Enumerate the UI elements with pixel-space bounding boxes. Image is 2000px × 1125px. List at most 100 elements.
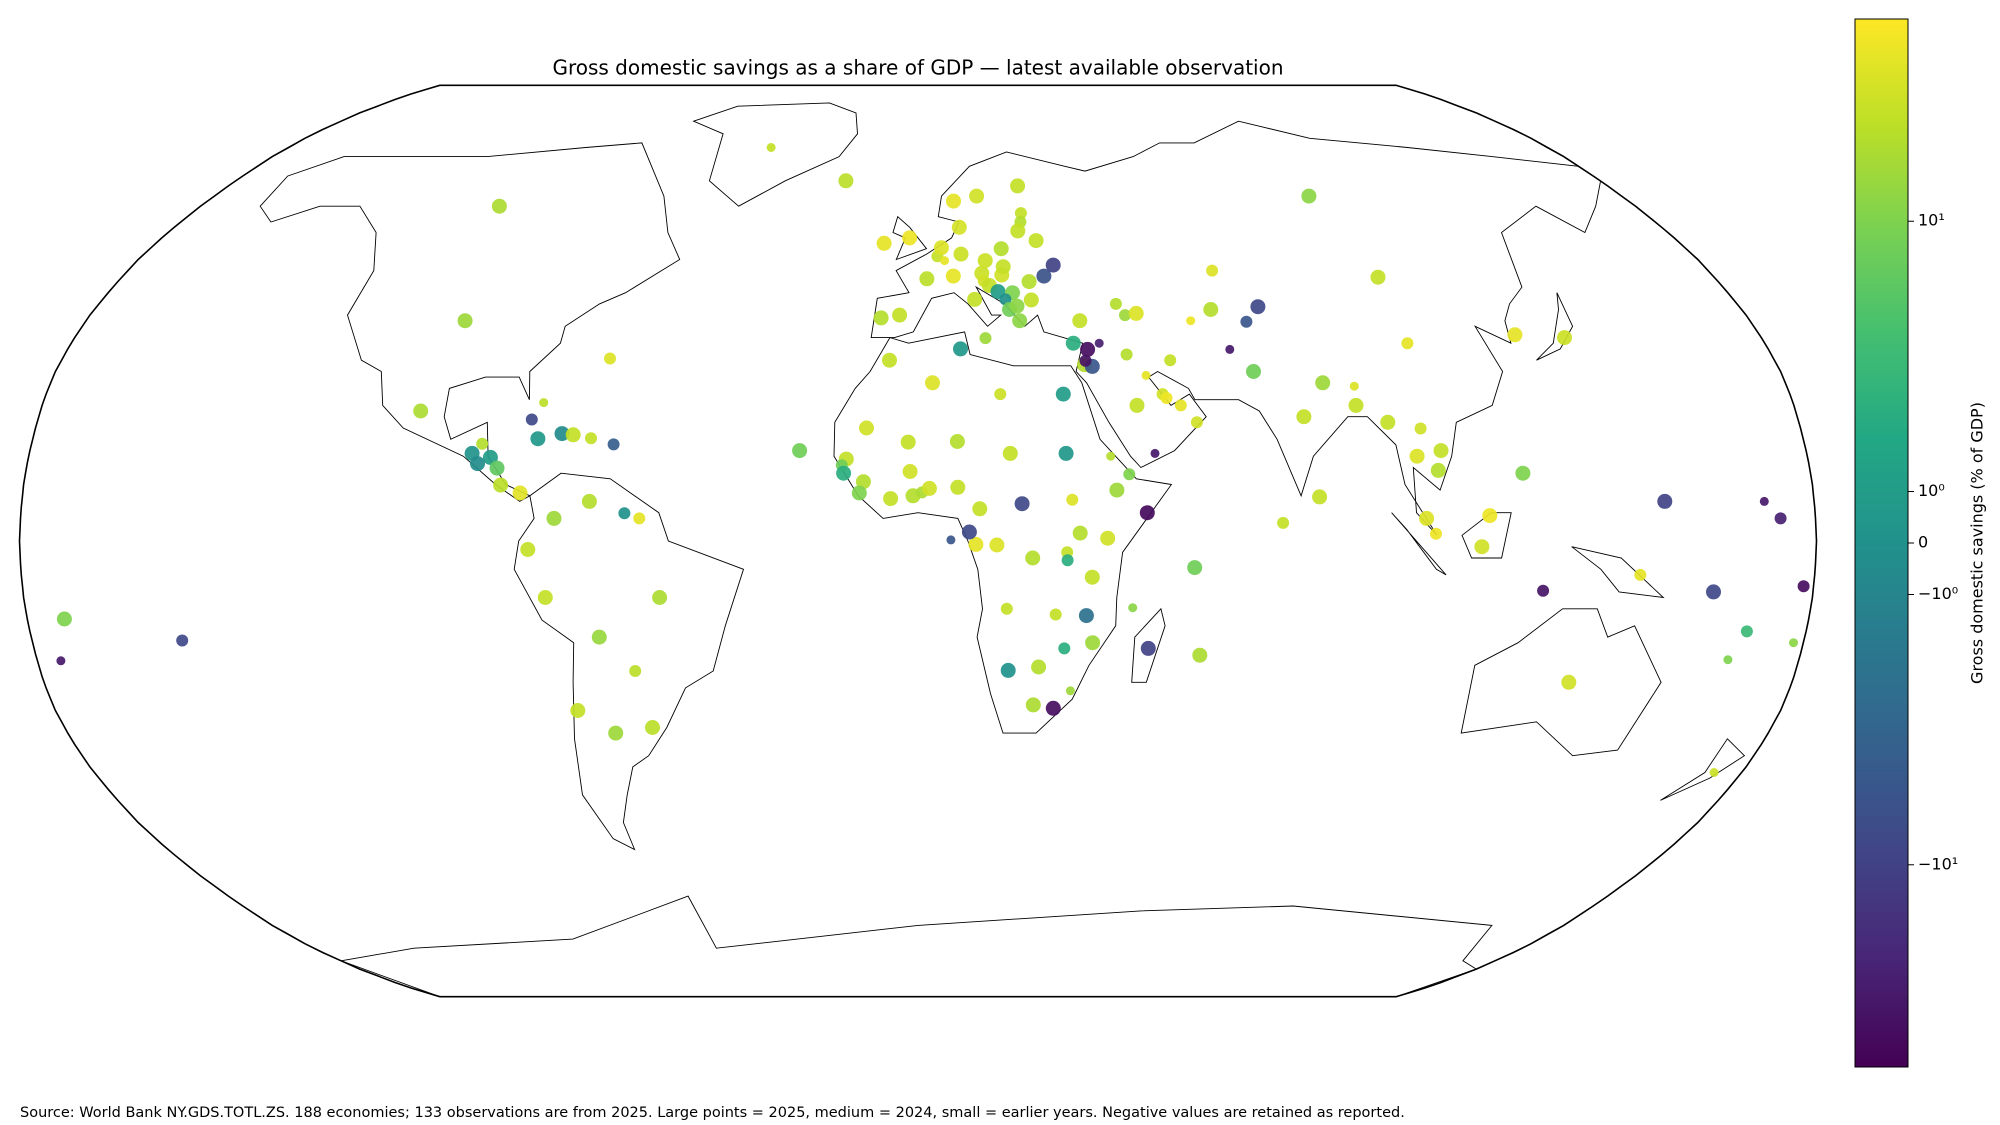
data-point bbox=[1380, 414, 1396, 430]
data-point bbox=[581, 493, 597, 509]
colorbar-tick-label: −10¹ bbox=[1918, 854, 1958, 873]
data-point bbox=[1348, 397, 1364, 413]
points-layer bbox=[56, 143, 1810, 777]
data-point bbox=[892, 307, 908, 323]
data-point bbox=[1072, 525, 1088, 541]
data-point bbox=[546, 510, 562, 526]
data-point bbox=[1537, 584, 1550, 597]
data-point bbox=[851, 485, 867, 501]
data-point bbox=[1045, 257, 1061, 273]
data-point bbox=[1079, 354, 1092, 367]
data-point bbox=[1296, 409, 1312, 425]
colorbar bbox=[1854, 18, 1909, 1068]
data-point bbox=[1797, 580, 1810, 593]
data-point bbox=[1120, 348, 1133, 361]
data-point bbox=[919, 271, 935, 287]
data-point bbox=[1023, 292, 1039, 308]
data-point bbox=[56, 611, 72, 627]
data-point bbox=[1164, 354, 1177, 367]
data-point bbox=[1370, 269, 1386, 285]
map-frame bbox=[18, 84, 1818, 998]
data-point bbox=[1128, 603, 1138, 613]
data-point bbox=[652, 590, 668, 605]
data-point bbox=[993, 241, 1009, 257]
data-point bbox=[989, 537, 1005, 553]
data-point bbox=[1190, 416, 1203, 429]
data-point bbox=[946, 535, 956, 545]
data-point bbox=[512, 485, 528, 501]
data-point bbox=[1128, 305, 1144, 321]
data-point bbox=[949, 434, 965, 449]
landmass bbox=[1660, 738, 1746, 801]
data-point bbox=[1723, 655, 1733, 665]
data-point bbox=[1010, 223, 1026, 239]
data-point bbox=[1474, 539, 1490, 555]
landmass bbox=[833, 331, 1173, 734]
data-point bbox=[1072, 313, 1088, 329]
data-point bbox=[1058, 642, 1071, 655]
data-point bbox=[1061, 554, 1074, 567]
data-point bbox=[525, 413, 538, 426]
data-point bbox=[1409, 448, 1425, 464]
data-point bbox=[554, 426, 570, 442]
data-point bbox=[1065, 335, 1081, 351]
data-point bbox=[1109, 482, 1125, 498]
data-point bbox=[604, 352, 616, 365]
data-point bbox=[1430, 527, 1442, 540]
colorbar-label: Gross domestic savings (% of GDP) bbox=[1968, 402, 1987, 684]
data-point bbox=[537, 590, 553, 605]
data-point bbox=[539, 398, 549, 408]
data-point bbox=[1774, 512, 1787, 525]
data-point bbox=[902, 464, 918, 479]
data-point bbox=[1123, 468, 1136, 481]
data-point bbox=[873, 310, 889, 326]
data-point bbox=[1012, 313, 1028, 329]
data-point bbox=[1246, 364, 1261, 379]
data-point bbox=[1192, 647, 1208, 663]
data-point bbox=[1507, 327, 1523, 343]
data-point bbox=[1025, 550, 1041, 566]
data-point bbox=[1066, 493, 1079, 506]
data-point bbox=[855, 474, 871, 490]
data-point bbox=[1203, 302, 1219, 317]
data-point bbox=[925, 375, 940, 391]
data-point bbox=[1080, 341, 1096, 357]
data-point bbox=[900, 434, 916, 450]
data-point bbox=[1141, 370, 1151, 380]
data-point bbox=[457, 313, 473, 329]
data-point bbox=[1433, 443, 1449, 459]
data-point bbox=[493, 477, 509, 493]
source-note: Source: World Bank NY.GDS.TOTL.ZS. 188 e… bbox=[20, 1105, 1405, 1121]
data-point bbox=[1129, 397, 1145, 413]
data-point bbox=[1706, 584, 1721, 600]
data-point bbox=[1002, 445, 1018, 461]
data-point bbox=[1100, 530, 1116, 546]
data-point bbox=[1740, 625, 1753, 638]
data-point bbox=[489, 460, 505, 476]
data-point bbox=[967, 291, 983, 307]
data-point bbox=[994, 388, 1007, 401]
data-point bbox=[476, 437, 489, 450]
data-point bbox=[1014, 207, 1027, 220]
data-point bbox=[1187, 560, 1203, 576]
data-point bbox=[1709, 768, 1719, 777]
data-point bbox=[530, 431, 546, 447]
data-point bbox=[1058, 445, 1074, 461]
data-point bbox=[1021, 274, 1037, 290]
data-point bbox=[946, 193, 961, 209]
data-point bbox=[1561, 674, 1577, 690]
data-point bbox=[1014, 496, 1030, 512]
data-point bbox=[1657, 493, 1673, 509]
data-point bbox=[921, 480, 937, 496]
data-point bbox=[491, 198, 507, 214]
data-point bbox=[1025, 697, 1041, 713]
data-point bbox=[953, 341, 968, 357]
landmass bbox=[339, 895, 1493, 998]
colorbar-tick-label: −10⁰ bbox=[1918, 584, 1958, 603]
data-point bbox=[1634, 568, 1647, 581]
data-point bbox=[1515, 465, 1531, 481]
data-point bbox=[56, 656, 66, 666]
data-point bbox=[995, 259, 1011, 275]
data-point bbox=[940, 256, 949, 266]
data-point bbox=[1031, 659, 1047, 675]
